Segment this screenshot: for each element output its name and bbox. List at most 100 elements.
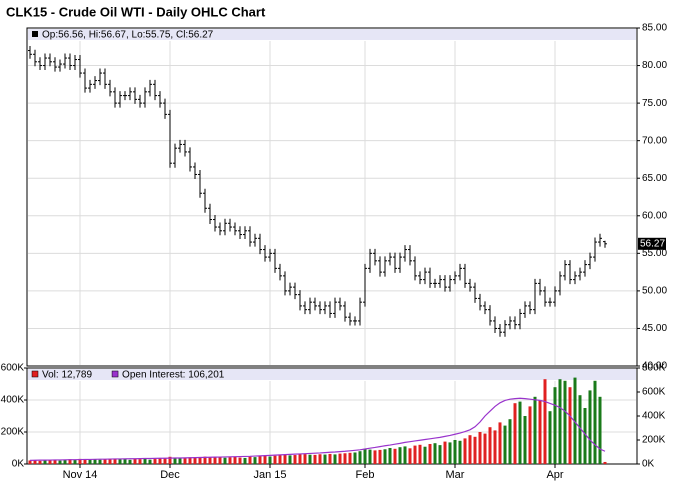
x-tick-label: Nov 14 <box>63 469 98 481</box>
volume-bar <box>93 459 97 464</box>
volume-bar <box>103 459 107 464</box>
volume-bar <box>438 445 442 464</box>
volume-bar <box>158 458 162 464</box>
volume-bar <box>508 419 512 464</box>
x-tick-label: Apr <box>546 469 563 481</box>
volume-bar <box>218 456 222 464</box>
volume-bar <box>548 411 552 464</box>
y-tick-label: 400K <box>1 395 25 406</box>
y2-tick-label: 800K <box>642 363 666 374</box>
volume-bar <box>143 458 147 464</box>
volume-bar <box>408 448 412 464</box>
volume-bar <box>243 457 247 464</box>
volume-bar <box>113 459 117 464</box>
volume-bar <box>278 455 282 464</box>
volume-bar <box>478 432 482 464</box>
volume-bar <box>128 459 132 464</box>
volume-bar <box>383 449 387 464</box>
volume-bar <box>603 461 607 464</box>
volume-bar <box>448 442 452 464</box>
y-tick-label: 70.00 <box>642 135 667 146</box>
volume-bar <box>213 457 217 464</box>
volume-bar <box>513 403 517 464</box>
volume-bar <box>368 449 372 464</box>
volume-bar <box>338 453 342 464</box>
y-tick-label: 80.00 <box>642 60 667 71</box>
volume-bar <box>533 396 537 464</box>
y-tick-label: 85.00 <box>642 23 667 34</box>
volume-bar <box>573 377 577 464</box>
volume-bar <box>228 457 232 464</box>
volume-bar <box>233 456 237 464</box>
price-legend: Op:56.56, Hi:56.67, Lo:55.75, Cl:56.27 <box>42 30 214 41</box>
volume-bar <box>333 454 337 464</box>
volume-bar <box>363 448 367 464</box>
y2-tick-label: 400K <box>642 411 666 422</box>
volume-bar <box>108 458 112 464</box>
volume-bar <box>88 459 92 464</box>
volume-bar <box>43 459 47 464</box>
volume-bar <box>148 459 152 464</box>
volume-bar <box>133 458 137 464</box>
volume-bar <box>288 455 292 464</box>
legend-label: Open Interest: 106,201 <box>122 370 225 381</box>
volume-bar <box>468 435 472 464</box>
volume-bar <box>553 387 557 464</box>
y2-tick-label: 600K <box>642 387 666 398</box>
volume-bar <box>58 460 62 464</box>
y-tick-label: 60.00 <box>642 210 667 221</box>
last-price-box <box>638 237 666 250</box>
y2-tick-label: 0K <box>642 459 655 470</box>
volume-bar <box>518 401 522 464</box>
volume-bar <box>498 422 502 464</box>
y-tick-label: 50.00 <box>642 286 667 297</box>
volume-bar <box>538 400 542 464</box>
volume-bar <box>463 438 467 464</box>
volume-bar <box>413 445 417 464</box>
x-tick-label: Jan 15 <box>253 469 286 481</box>
volume-bar <box>323 454 327 464</box>
volume-bar <box>398 447 402 464</box>
volume-bar <box>163 457 167 464</box>
volume-bar <box>203 456 207 464</box>
x-tick-label: Dec <box>160 469 180 481</box>
volume-bar <box>253 457 257 464</box>
volume-bar <box>28 460 32 464</box>
volume-bar <box>328 453 332 464</box>
volume-bar <box>68 459 72 464</box>
volume-bar <box>198 456 202 464</box>
volume-bar <box>248 456 252 464</box>
volume-bar <box>318 454 322 464</box>
y-tick-label: 0K <box>12 459 25 470</box>
volume-bar <box>263 456 267 464</box>
volume-bar <box>568 387 572 464</box>
x-tick-label: Feb <box>356 469 375 481</box>
volume-bar <box>183 457 187 464</box>
volume-bar <box>353 452 357 464</box>
x-tick-label: Mar <box>446 469 465 481</box>
y-tick-label: 200K <box>1 427 25 438</box>
volume-bar <box>578 395 582 464</box>
volume-bar <box>563 380 567 464</box>
volume-bar <box>173 457 177 464</box>
volume-bar <box>423 446 427 464</box>
volume-bar <box>83 459 87 464</box>
volume-legend-band <box>28 369 636 380</box>
volume-bar <box>268 456 272 464</box>
volume-bar <box>433 443 437 464</box>
volume-bar <box>208 457 212 464</box>
volume-bar <box>483 433 487 464</box>
volume-bar <box>238 457 242 464</box>
legend-swatch <box>32 31 38 37</box>
volume-bar <box>593 380 597 464</box>
price-frame <box>26 27 638 367</box>
volume-bar <box>193 457 197 464</box>
volume-bar <box>378 449 382 464</box>
y-tick-label: 600K <box>1 363 25 374</box>
y-tick-label: 45.00 <box>642 323 667 334</box>
y2-tick-label: 200K <box>642 435 666 446</box>
volume-bar <box>348 452 352 464</box>
volume-bar <box>178 458 182 464</box>
